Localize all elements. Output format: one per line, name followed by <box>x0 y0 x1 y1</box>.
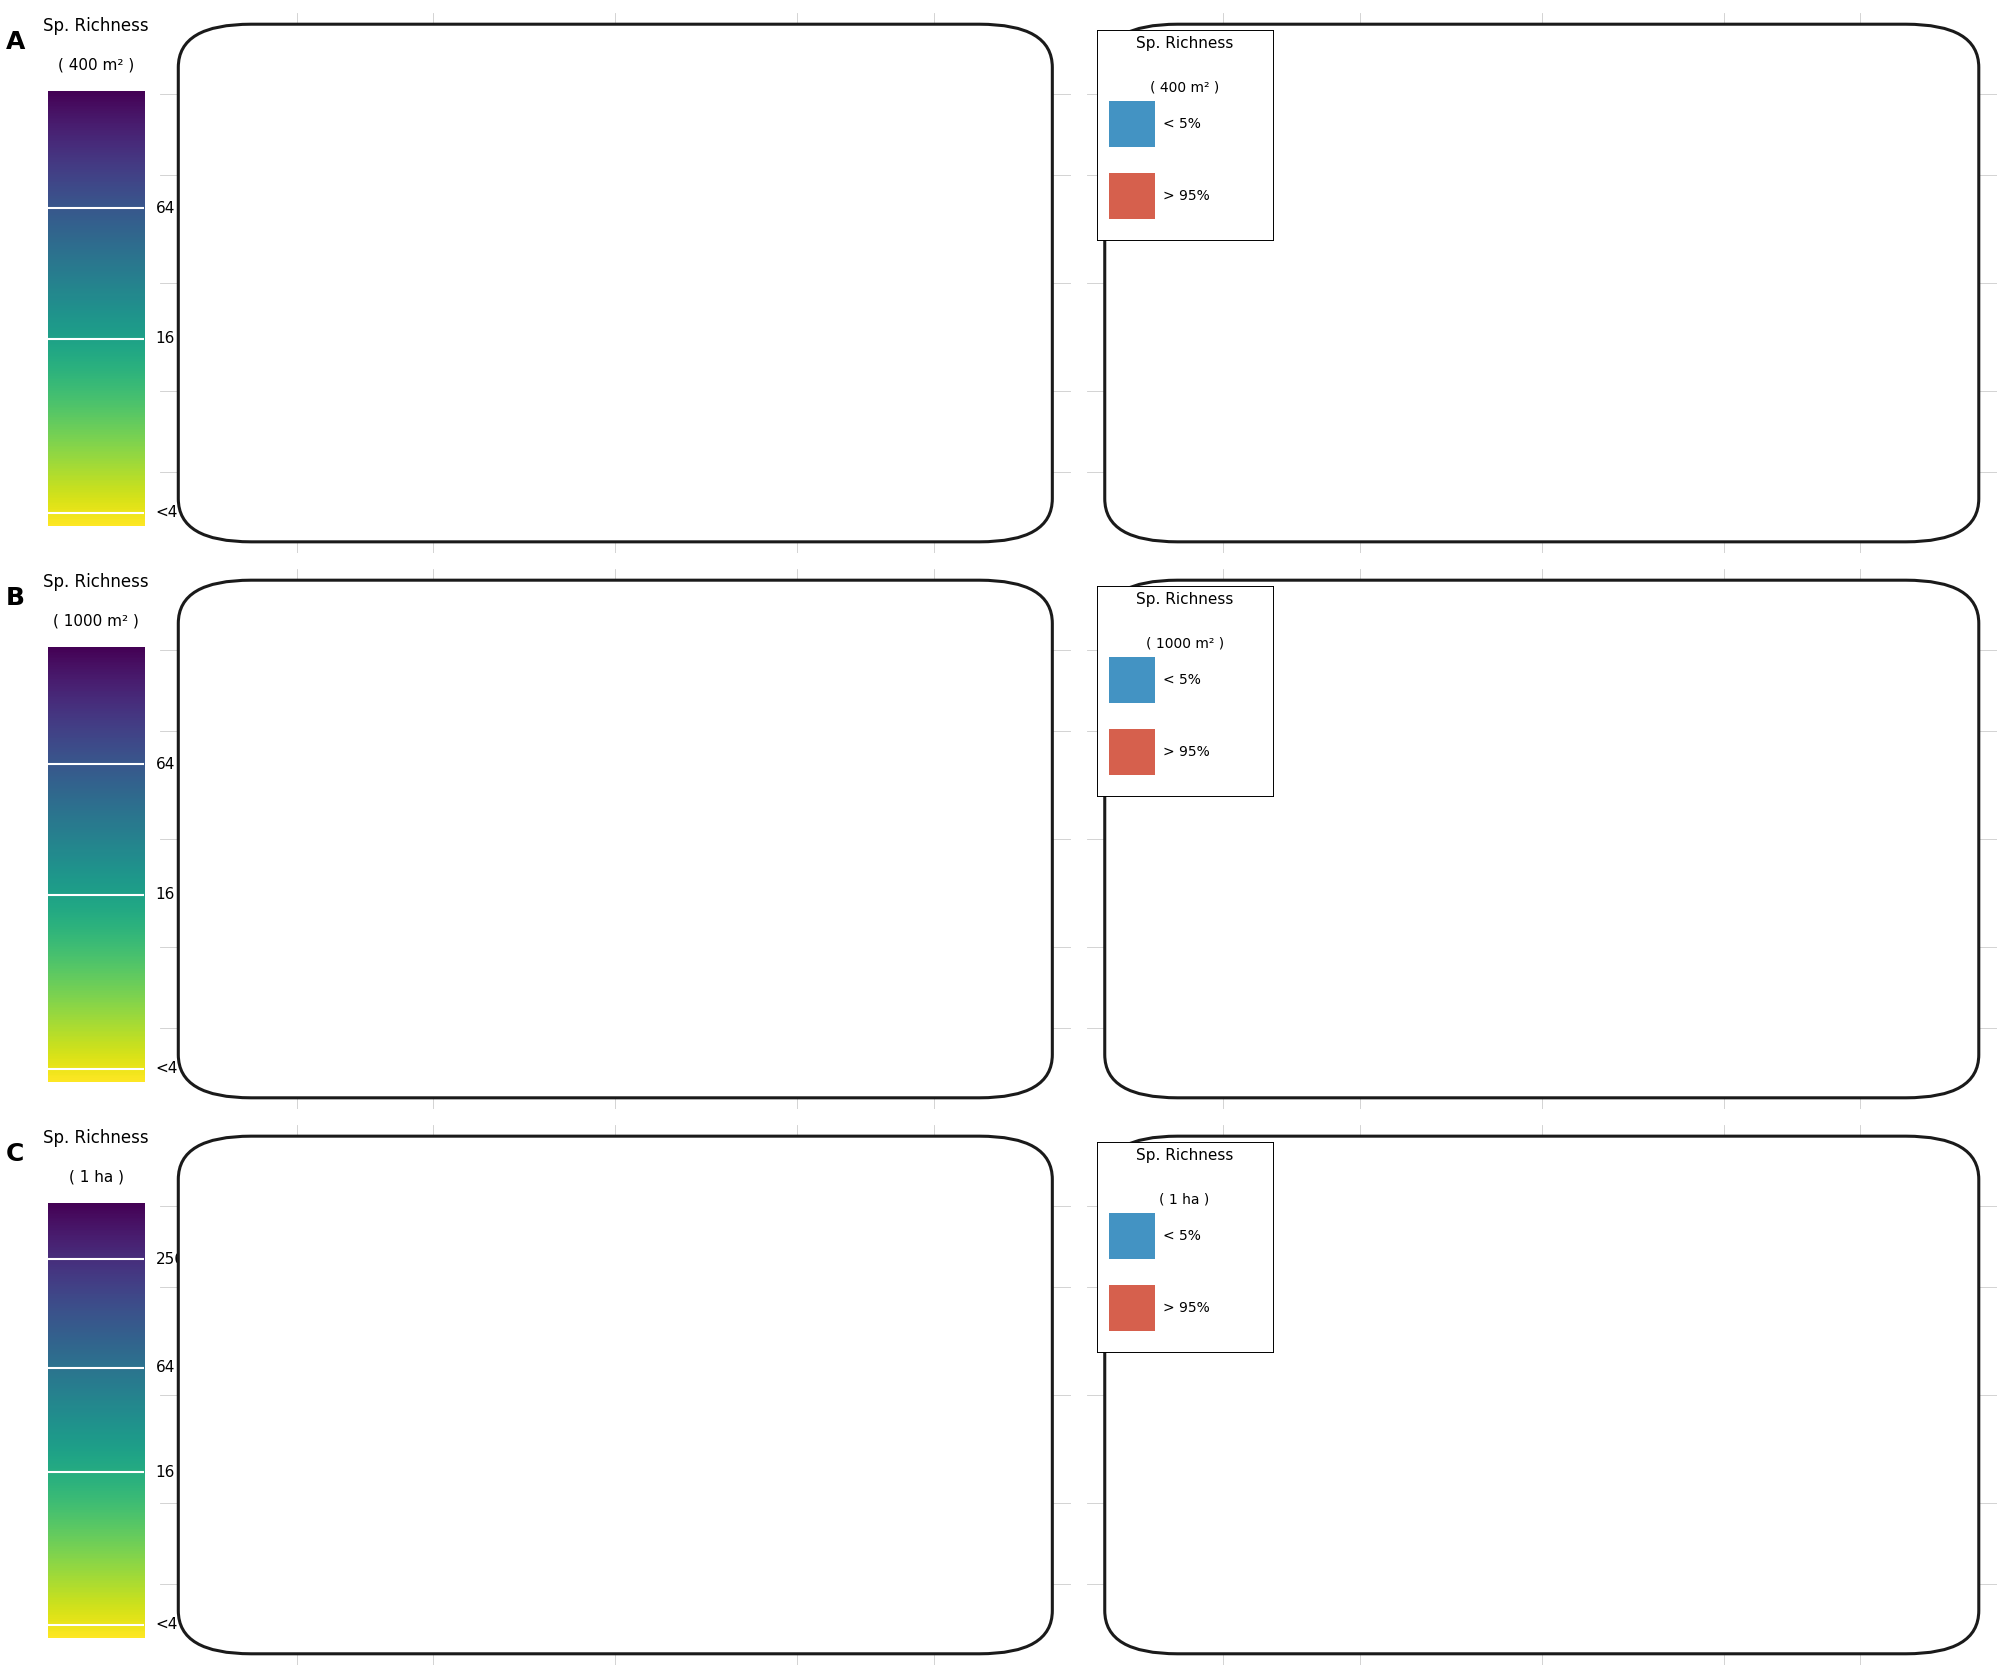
Text: 256: 256 <box>156 1252 184 1267</box>
Text: < 5%: < 5% <box>1163 673 1201 688</box>
Text: ( 1 ha ): ( 1 ha ) <box>1159 1191 1211 1206</box>
FancyBboxPatch shape <box>178 1136 1053 1655</box>
Text: Sp. Richness: Sp. Richness <box>44 572 148 591</box>
Text: 64: 64 <box>156 201 174 215</box>
Text: <4: <4 <box>156 1060 178 1076</box>
Text: <4: <4 <box>156 505 178 520</box>
Bar <box>1109 173 1155 218</box>
Bar <box>1109 728 1155 775</box>
FancyBboxPatch shape <box>1105 581 1979 1097</box>
FancyBboxPatch shape <box>178 23 1053 542</box>
Text: 64: 64 <box>156 1361 174 1376</box>
Text: > 95%: > 95% <box>1163 1300 1211 1314</box>
Text: Sp. Richness: Sp. Richness <box>1137 592 1233 607</box>
Text: B: B <box>6 586 24 609</box>
Text: < 5%: < 5% <box>1163 117 1201 131</box>
Text: ( 400 m² ): ( 400 m² ) <box>58 57 134 72</box>
Text: Sp. Richness: Sp. Richness <box>44 17 148 35</box>
Text: ( 400 m² ): ( 400 m² ) <box>1151 81 1219 94</box>
Text: 16: 16 <box>156 1465 174 1480</box>
Bar <box>1109 1285 1155 1331</box>
Text: Sp. Richness: Sp. Richness <box>44 1129 148 1146</box>
Text: <4: <4 <box>156 1618 178 1633</box>
Bar <box>1109 658 1155 703</box>
Text: ( 1000 m² ): ( 1000 m² ) <box>1145 636 1225 649</box>
Text: ( 1000 m² ): ( 1000 m² ) <box>54 614 138 629</box>
Text: ( 1 ha ): ( 1 ha ) <box>68 1170 124 1185</box>
Bar <box>1109 101 1155 148</box>
FancyBboxPatch shape <box>178 581 1053 1097</box>
Text: A: A <box>6 30 26 54</box>
Text: Sp. Richness: Sp. Richness <box>1137 1148 1233 1163</box>
Text: 16: 16 <box>156 331 174 346</box>
FancyBboxPatch shape <box>1105 23 1979 542</box>
Text: > 95%: > 95% <box>1163 188 1211 203</box>
Text: 16: 16 <box>156 888 174 903</box>
Text: < 5%: < 5% <box>1163 1230 1201 1243</box>
Bar <box>1109 1213 1155 1258</box>
Text: 64: 64 <box>156 757 174 772</box>
FancyBboxPatch shape <box>1105 1136 1979 1655</box>
Text: Sp. Richness: Sp. Richness <box>1137 35 1233 50</box>
Text: C: C <box>6 1141 24 1166</box>
Text: > 95%: > 95% <box>1163 745 1211 758</box>
